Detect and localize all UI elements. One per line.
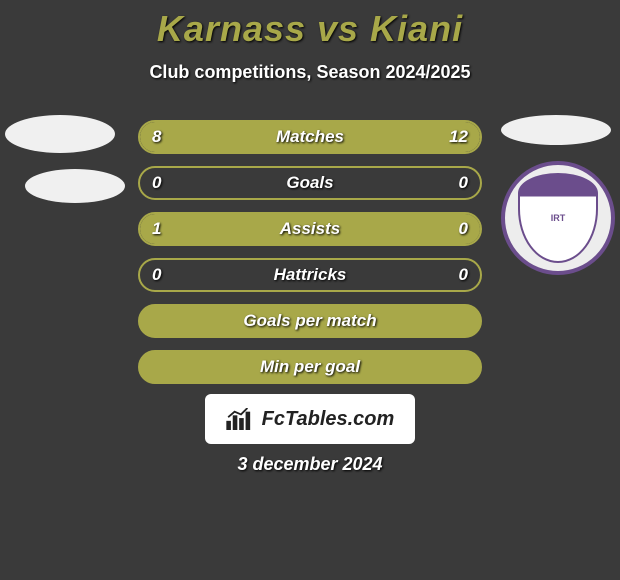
stats-container: 8Matches120Goals01Assists00Hattricks0Goa… [138, 120, 482, 396]
stat-row: Goals per match [138, 304, 482, 338]
stat-label: Assists [190, 219, 430, 239]
stat-value-right: 0 [430, 219, 480, 239]
stat-label: Goals [190, 173, 430, 193]
player-right-avatar: IRT [501, 115, 615, 275]
stat-value-right: 12 [430, 127, 480, 147]
date-label: 3 december 2024 [0, 454, 620, 475]
club-placeholder-icon [25, 169, 125, 203]
branding-badge[interactable]: FcTables.com [205, 394, 415, 444]
stat-label: Goals per match [190, 311, 430, 331]
stat-row: 8Matches12 [138, 120, 482, 154]
stat-label: Hattricks [190, 265, 430, 285]
stat-value-right: 0 [430, 265, 480, 285]
stat-value-left: 8 [140, 127, 190, 147]
stat-label: Min per goal [190, 357, 430, 377]
stat-value-left: 1 [140, 219, 190, 239]
club-crest-icon: IRT [518, 173, 598, 263]
stat-row: 0Hattricks0 [138, 258, 482, 292]
avatar-placeholder-icon [5, 115, 115, 153]
stat-value-left: 0 [140, 265, 190, 285]
branding-label: FcTables.com [262, 408, 395, 431]
stat-row: 1Assists0 [138, 212, 482, 246]
stat-row: 0Goals0 [138, 166, 482, 200]
club-logo-icon: IRT [501, 161, 615, 275]
stat-label: Matches [190, 127, 430, 147]
avatar-placeholder-icon [501, 115, 611, 145]
stat-value-right: 0 [430, 173, 480, 193]
stat-value-left: 0 [140, 173, 190, 193]
subtitle: Club competitions, Season 2024/2025 [0, 62, 620, 83]
chart-icon [226, 408, 256, 430]
player-left-avatar [5, 115, 125, 219]
stat-row: Min per goal [138, 350, 482, 384]
page-title: Karnass vs Kiani [0, 0, 620, 50]
